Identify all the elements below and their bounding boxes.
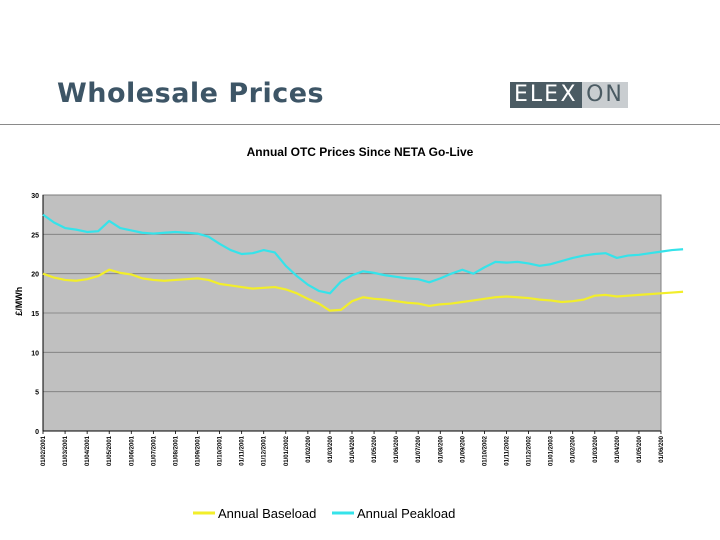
x-tick-label: 01/05/200 [637, 435, 643, 462]
grid [43, 194, 661, 393]
legend-label: Annual Peakload [357, 506, 455, 521]
x-tick-label: 01/03/200 [593, 435, 599, 462]
series-line-baseload [42, 268, 684, 312]
x-tick-label: 01/05/200 [372, 435, 378, 462]
price-chart: Annual OTC Prices Since NETA Go-Live 0 5 1… [14, 145, 684, 521]
legend-label: Annual Baseload [218, 506, 316, 521]
elexon-logo: ELE X ON [510, 82, 628, 108]
x-tick-label: 01/04/200 [350, 435, 356, 462]
y-tick-label: 5 [35, 390, 39, 397]
slide-title: Wholesale Prices [57, 78, 325, 109]
x-tick-label: 01/08/2001 [173, 435, 179, 466]
title-divider [0, 124, 720, 125]
x-tick-label: 01/08/200 [438, 435, 444, 462]
x-tick-label: 01/07/200 [416, 435, 422, 462]
y-axis: 0 5 10 15 20 25 30 [31, 193, 44, 436]
x-tick-label: 01/06/200 [659, 435, 665, 462]
series-lines [42, 213, 684, 312]
x-tick-label: 01/04/2001 [85, 435, 91, 466]
chart-title: Annual OTC Prices Since NETA Go-Live [247, 145, 474, 159]
x-tick-label: 01/04/200 [615, 435, 621, 462]
logo-left: ELE X [510, 82, 583, 108]
y-tick-label: 30 [31, 193, 39, 200]
x-tick-label: 01/01/2002 [284, 435, 290, 466]
x-tick-label: 01/02/200 [306, 435, 312, 462]
x-tick-label: 01/12/2002 [527, 435, 533, 466]
y-tick-label: 15 [31, 311, 39, 318]
x-tick-label: 01/02/200 [571, 435, 577, 462]
x-tick-label: 01/12/2001 [262, 435, 268, 466]
x-tick-label: 01/07/2001 [151, 435, 157, 466]
x-tick-label: 01/01/2003 [549, 435, 555, 466]
logo-right: ON [582, 82, 628, 108]
y-axis-label: £/MWh [14, 287, 24, 316]
y-tick-label: 10 [31, 350, 39, 357]
x-tick-label: 01/06/200 [394, 435, 400, 462]
x-axis: 01/02/2001 01/03/2001 01/04/2001 01/05/2001… [41, 430, 665, 466]
x-tick-label: 01/03/2001 [63, 435, 69, 466]
x-tick-label: 01/05/2001 [107, 435, 113, 466]
x-tick-label: 01/09/200 [460, 435, 466, 462]
x-tick-label: 01/10/2002 [482, 435, 488, 466]
x-tick-label: 01/09/2001 [196, 435, 202, 466]
x-tick-label: 01/02/2001 [41, 435, 47, 466]
series-line-peakload [42, 213, 684, 295]
x-tick-label: 01/03/200 [328, 435, 334, 462]
y-tick-label: 25 [31, 232, 39, 239]
x-tick-label: 01/11/2002 [505, 435, 511, 465]
x-tick-label: 01/06/2001 [129, 435, 135, 466]
y-tick-label: 20 [31, 272, 39, 279]
legend: Annual Baseload Annual Peakload [193, 506, 455, 521]
x-tick-label: 01/10/2001 [218, 435, 224, 466]
x-tick-label: 01/11/2001 [240, 435, 246, 465]
y-tick-label: 0 [35, 429, 39, 436]
